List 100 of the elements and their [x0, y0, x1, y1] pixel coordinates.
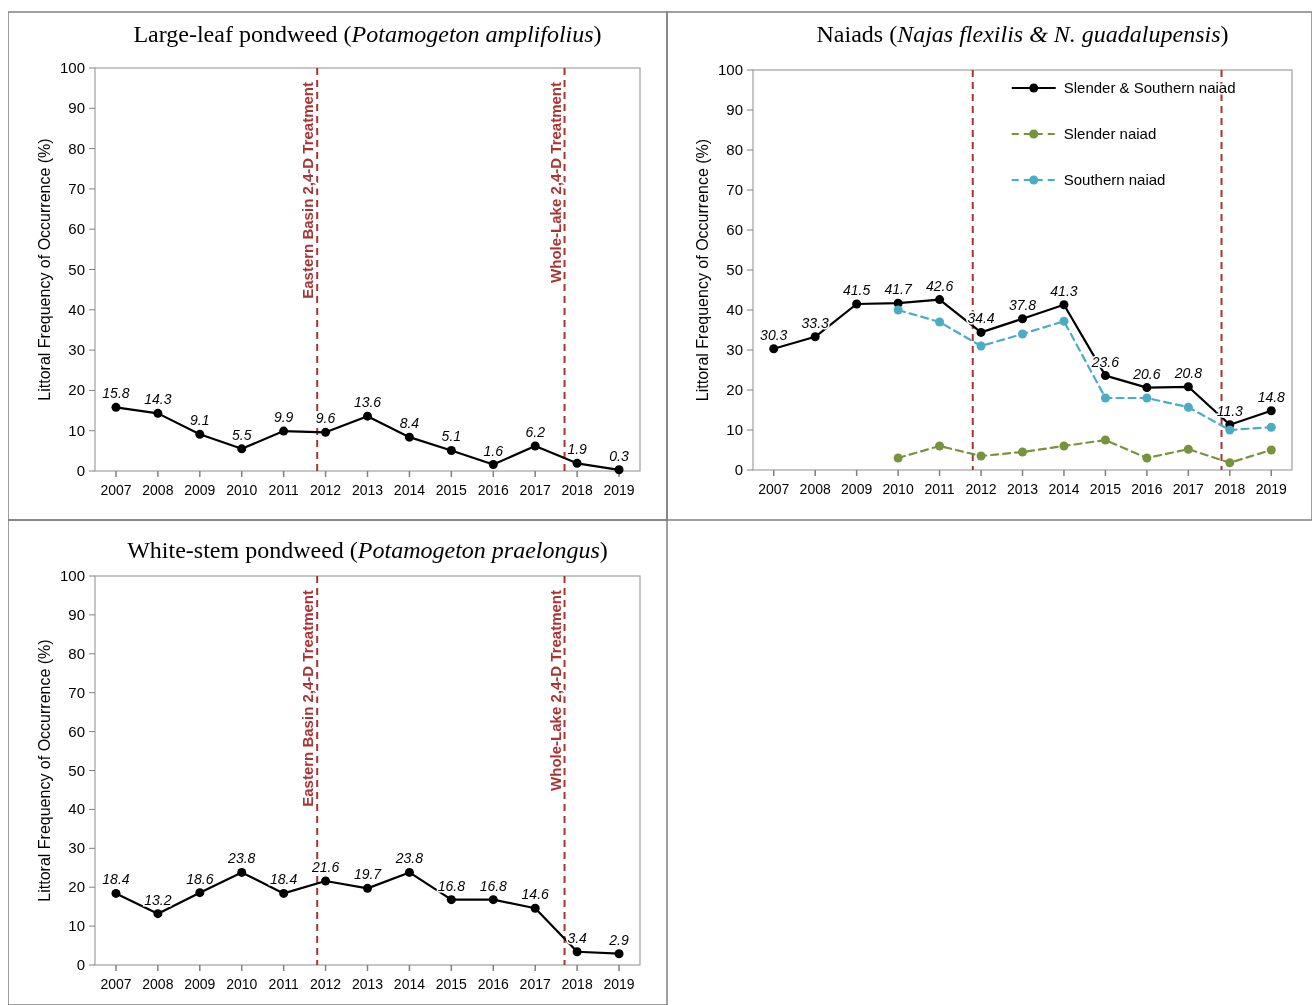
point [1183, 402, 1193, 412]
y-tick-label: 60 [68, 220, 85, 238]
y-tick-label: 40 [68, 800, 85, 818]
x-tick-label: 2016 [477, 482, 510, 498]
y-tick-label: 10 [68, 917, 85, 935]
data-label: 30.3 [760, 326, 788, 343]
x-tick-label: 2010 [226, 482, 258, 498]
point [893, 453, 903, 463]
data-label: 1.6 [483, 442, 504, 459]
y-tick-label: 50 [68, 761, 85, 779]
x-tick-label: 2019 [603, 482, 635, 498]
x-tick-label: 2008 [142, 976, 174, 992]
x-tick-label: 2019 [603, 976, 635, 992]
point [153, 408, 163, 418]
x-tick-label: 2014 [393, 482, 426, 498]
chart-title: White-stem pondweed (Potamogeton praelongus) [127, 537, 608, 563]
point [1100, 393, 1110, 403]
point [976, 341, 986, 351]
x-tick-label: 2015 [1089, 481, 1122, 497]
point [614, 949, 624, 959]
data-label: 16.8 [479, 877, 508, 894]
data-label: 18.4 [270, 871, 298, 888]
point [363, 411, 372, 421]
point [614, 465, 624, 475]
point [935, 295, 945, 305]
x-tick-label: 2010 [882, 481, 914, 497]
x-tick-label: 2013 [351, 976, 384, 992]
ref-line-label: Whole-Lake 2,4-D Treatment [546, 82, 564, 283]
data-label: 13.2 [144, 891, 172, 908]
data-label: 42.6 [925, 277, 954, 294]
y-tick-label: 80 [68, 644, 85, 662]
y-tick-label: 90 [68, 605, 85, 623]
point [935, 441, 945, 451]
point [321, 427, 331, 437]
x-tick-label: 2017 [519, 976, 551, 992]
data-label: 15.8 [102, 385, 130, 402]
y-tick-label: 100 [59, 59, 85, 76]
chart-title: Large-leaf pondweed (Potamogeton amplifolius) [133, 21, 602, 47]
point [810, 332, 820, 342]
point [153, 909, 163, 919]
point [363, 883, 372, 893]
x-tick-label: 2009 [841, 481, 873, 497]
y-tick-label: 50 [726, 261, 743, 278]
point [1059, 316, 1069, 326]
data-label: 18.6 [186, 870, 214, 887]
y-tick-label: 70 [726, 181, 743, 198]
data-label: 13.6 [353, 394, 382, 411]
point [1266, 445, 1276, 455]
legend-label: Slender naiad [1063, 125, 1157, 142]
y-tick-label: 100 [717, 61, 743, 78]
data-label: 8.4 [399, 415, 420, 432]
data-label: 0.3 [609, 447, 629, 464]
y-axis-title: Littoral Frequency of Occurrence (%) [694, 138, 711, 402]
x-tick-label: 2016 [1131, 481, 1163, 497]
data-label: 34.4 [967, 310, 995, 327]
point [1018, 329, 1027, 339]
y-tick-label: 30 [68, 341, 85, 359]
y-tick-label: 30 [726, 341, 743, 358]
y-tick-label: 20 [68, 381, 85, 399]
x-tick-label: 2019 [1255, 481, 1288, 497]
y-tick-label: 80 [68, 139, 85, 157]
point [1266, 406, 1276, 416]
x-tick-label: 2015 [435, 976, 468, 992]
point [1225, 458, 1235, 468]
ref-line-label: Eastern Basin 2,4-D Treatment [299, 590, 317, 807]
x-tick-label: 2018 [561, 976, 593, 992]
point [195, 888, 205, 898]
y-axis-title: Littoral Frequency of Occurrence (%) [36, 639, 53, 902]
point [1100, 371, 1110, 381]
point [1059, 441, 1069, 451]
x-tick-label: 2017 [1172, 481, 1205, 497]
y-tick-label: 40 [726, 301, 743, 318]
x-tick-label: 2007 [100, 976, 132, 992]
y-tick-label: 30 [68, 839, 85, 857]
data-label: 19.7 [353, 866, 383, 883]
point [321, 876, 331, 886]
data-label: 20.6 [1132, 365, 1161, 382]
point [1183, 444, 1193, 454]
y-axis-title: Littoral Frequency of Occurrence (%) [36, 138, 53, 401]
point [852, 299, 862, 309]
point [279, 888, 289, 898]
x-tick-label: 2013 [351, 482, 384, 498]
y-tick-label: 0 [76, 462, 85, 479]
x-tick-label: 2011 [268, 976, 299, 992]
point [404, 432, 414, 442]
data-label: 37.8 [1008, 296, 1037, 313]
point [111, 888, 121, 898]
data-label: 33.3 [801, 314, 830, 331]
data-label: 14.8 [1257, 388, 1286, 405]
x-tick-label: 2010 [226, 976, 258, 992]
data-label: 3.4 [567, 929, 588, 946]
data-label: 41.7 [884, 281, 913, 298]
point [1183, 382, 1193, 392]
point [976, 451, 986, 461]
x-tick-label: 2012 [310, 976, 342, 992]
y-tick-label: 70 [68, 683, 85, 701]
x-tick-label: 2007 [100, 482, 132, 498]
x-tick-label: 2017 [519, 482, 551, 498]
data-label: 23.8 [394, 850, 424, 867]
point [488, 895, 498, 905]
